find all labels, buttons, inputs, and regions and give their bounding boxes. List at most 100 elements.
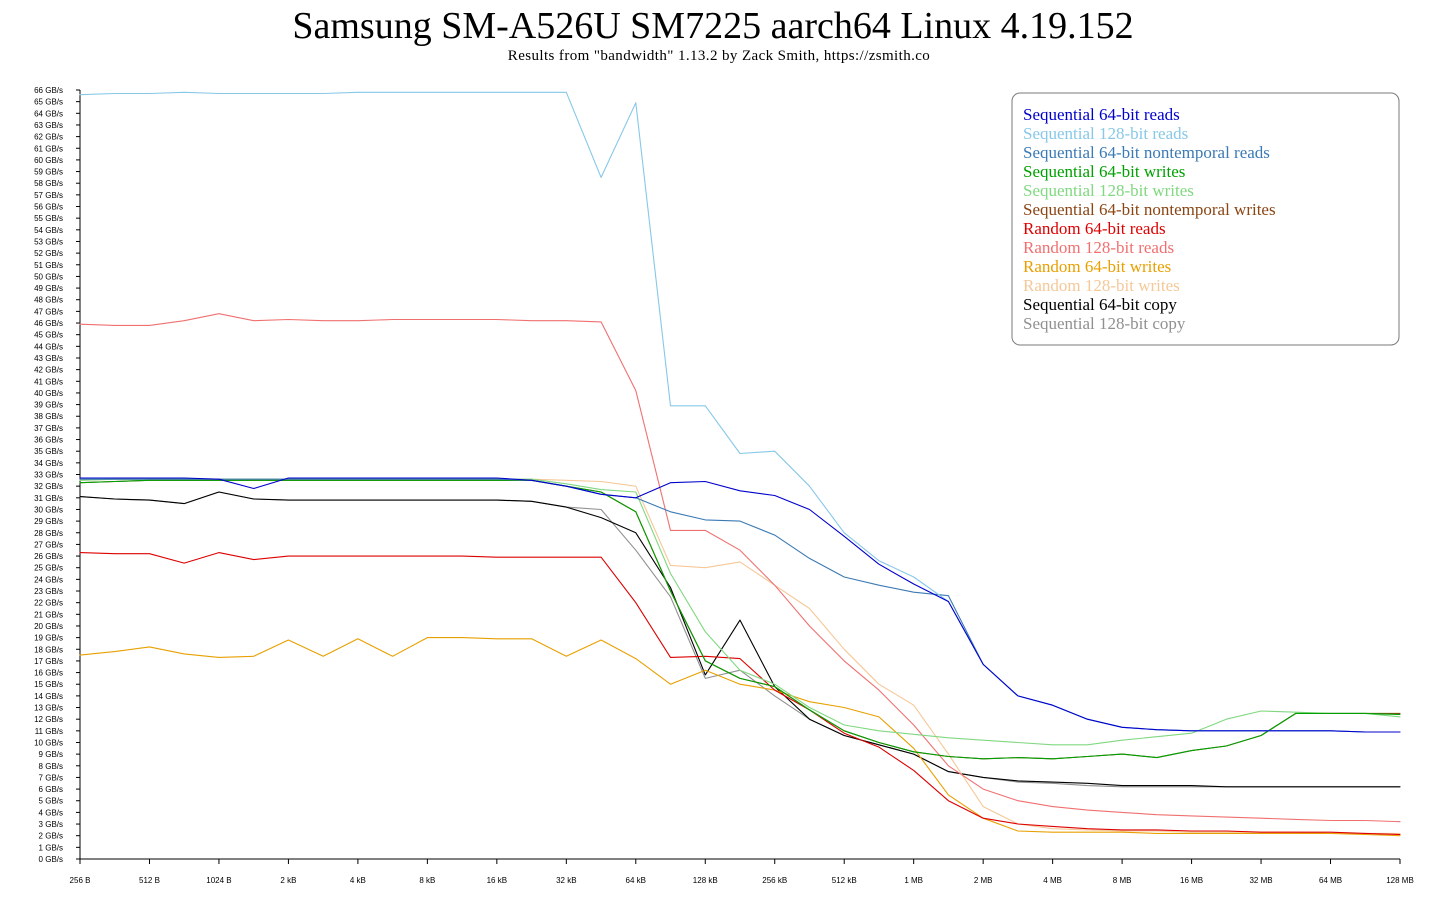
chart-title: Samsung SM-A526U SM7225 aarch64 Linux 4.… [292, 5, 1133, 47]
y-tick-label: 56 GB/s [34, 203, 63, 212]
x-tick-label: 2 MB [974, 876, 993, 885]
y-tick-label: 7 GB/s [39, 773, 63, 782]
y-tick-label: 53 GB/s [34, 237, 63, 246]
y-tick-label: 65 GB/s [34, 98, 63, 107]
x-tick-label: 64 MB [1319, 876, 1342, 885]
y-tick-label: 55 GB/s [34, 214, 63, 223]
y-tick-label: 52 GB/s [34, 249, 63, 258]
x-tick-label: 1 MB [904, 876, 923, 885]
x-tick-label: 2 kB [280, 876, 296, 885]
legend-entry-9: Random 128-bit writes [1023, 276, 1180, 295]
x-tick-label: 32 kB [556, 876, 576, 885]
y-tick-label: 30 GB/s [34, 505, 63, 514]
x-tick-label: 256 kB [762, 876, 787, 885]
x-tick-label: 512 B [139, 876, 160, 885]
y-tick-label: 35 GB/s [34, 447, 63, 456]
y-tick-label: 9 GB/s [39, 750, 63, 759]
y-tick-label: 5 GB/s [39, 797, 63, 806]
y-tick-label: 13 GB/s [34, 704, 63, 713]
y-tick-label: 42 GB/s [34, 366, 63, 375]
y-tick-label: 57 GB/s [34, 191, 63, 200]
legend-entry-4: Sequential 128-bit writes [1023, 181, 1194, 200]
y-tick-label: 34 GB/s [34, 459, 63, 468]
x-tick-label: 256 B [70, 876, 91, 885]
y-tick-label: 39 GB/s [34, 401, 63, 410]
x-tick-label: 32 MB [1249, 876, 1272, 885]
y-tick-label: 12 GB/s [34, 715, 63, 724]
x-tick-label: 8 MB [1113, 876, 1132, 885]
y-tick-label: 64 GB/s [34, 109, 63, 118]
legend-box [1011, 92, 1400, 346]
y-tick-label: 15 GB/s [34, 680, 63, 689]
legend-entry-8: Random 64-bit writes [1023, 257, 1171, 276]
y-tick-label: 26 GB/s [34, 552, 63, 561]
x-tick-label: 8 kB [419, 876, 435, 885]
y-tick-label: 14 GB/s [34, 692, 63, 701]
y-tick-label: 66 GB/s [34, 86, 63, 95]
x-tick-label: 64 kB [626, 876, 646, 885]
legend-entry-6: Random 64-bit reads [1023, 219, 1166, 238]
y-tick-label: 62 GB/s [34, 133, 63, 142]
y-tick-label: 50 GB/s [34, 272, 63, 281]
y-tick-label: 24 GB/s [34, 575, 63, 584]
x-tick-label: 4 kB [350, 876, 366, 885]
y-tick-label: 22 GB/s [34, 599, 63, 608]
legend-entry-10: Sequential 64-bit copy [1023, 295, 1177, 314]
legend-entry-7: Random 128-bit reads [1023, 238, 1174, 257]
x-tick-label: 16 kB [487, 876, 507, 885]
x-tick-label: 512 kB [832, 876, 857, 885]
series-line-10 [79, 491, 1401, 788]
y-tick-label: 37 GB/s [34, 424, 63, 433]
series-line-0 [79, 477, 1401, 733]
x-ticks: 256 B 512 B 1024 B 2 kB 4 kB 8 kB 16 kB 32 kB 64… [70, 859, 1414, 885]
y-tick-label: 27 GB/s [34, 540, 63, 549]
legend-entry-0: Sequential 64-bit reads [1023, 105, 1180, 124]
y-tick-label: 47 GB/s [34, 307, 63, 316]
legend-entry-3: Sequential 64-bit writes [1023, 162, 1185, 181]
legend-entry-11: Sequential 128-bit copy [1023, 314, 1186, 333]
y-ticks: 0 GB/s 1 GB/s 2 GB/s 3 GB/s 4 GB/s 5 GB/s 6 GB… [34, 86, 80, 864]
y-tick-label: 48 GB/s [34, 296, 63, 305]
y-tick-label: 44 GB/s [34, 342, 63, 351]
series-line-7 [79, 313, 1401, 823]
series-line-8 [79, 637, 1401, 837]
y-tick-label: 2 GB/s [39, 832, 63, 841]
series-line-3 [79, 479, 1401, 760]
legend-entry-5: Sequential 64-bit nontemporal writes [1023, 200, 1276, 219]
y-tick-label: 33 GB/s [34, 471, 63, 480]
y-tick-label: 28 GB/s [34, 529, 63, 538]
y-tick-label: 36 GB/s [34, 436, 63, 445]
y-tick-label: 20 GB/s [34, 622, 63, 631]
y-tick-label: 19 GB/s [34, 634, 63, 643]
y-tick-label: 6 GB/s [39, 785, 63, 794]
y-tick-label: 49 GB/s [34, 284, 63, 293]
y-tick-label: 4 GB/s [39, 808, 63, 817]
y-tick-label: 46 GB/s [34, 319, 63, 328]
y-tick-label: 51 GB/s [34, 261, 63, 270]
chart-subtitle: Results from "bandwidth" 1.13.2 by Zack … [508, 48, 930, 64]
x-tick-label: 1024 B [206, 876, 231, 885]
x-tick-label: 16 MB [1180, 876, 1203, 885]
y-tick-label: 60 GB/s [34, 156, 63, 165]
series-lines [79, 91, 1401, 837]
legend-entry-2: Sequential 64-bit nontemporal reads [1023, 143, 1270, 162]
y-tick-label: 59 GB/s [34, 168, 63, 177]
y-tick-label: 11 GB/s [35, 727, 63, 736]
y-tick-label: 32 GB/s [34, 482, 63, 491]
y-tick-label: 17 GB/s [34, 657, 63, 666]
y-tick-label: 0 GB/s [39, 855, 63, 864]
x-tick-label: 128 MB [1386, 876, 1414, 885]
y-tick-label: 41 GB/s [34, 377, 63, 386]
y-tick-label: 23 GB/s [34, 587, 63, 596]
legend-entry-1: Sequential 128-bit reads [1023, 124, 1188, 143]
y-tick-label: 1 GB/s [39, 843, 63, 852]
y-tick-label: 40 GB/s [34, 389, 63, 398]
y-tick-label: 63 GB/s [34, 121, 63, 130]
y-tick-label: 21 GB/s [34, 610, 63, 619]
y-tick-label: 18 GB/s [34, 645, 63, 654]
y-tick-label: 29 GB/s [34, 517, 63, 526]
y-tick-label: 45 GB/s [34, 331, 63, 340]
series-line-6 [79, 552, 1401, 836]
